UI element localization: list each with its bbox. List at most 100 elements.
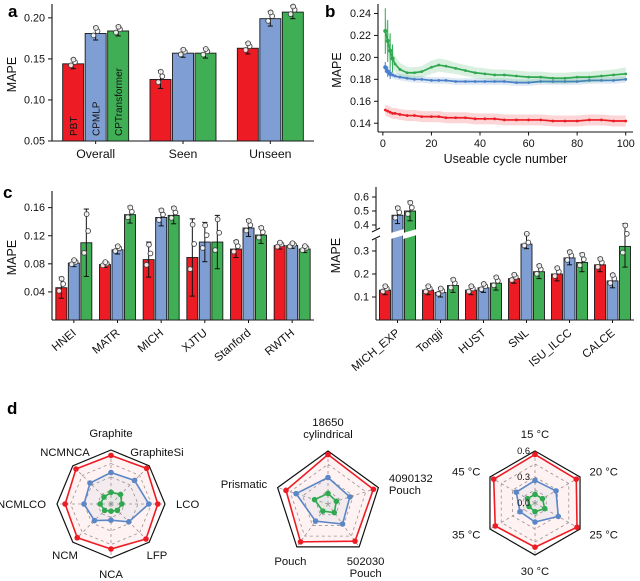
radar-marker xyxy=(155,501,161,507)
x-category-label: HNEI xyxy=(50,327,79,354)
data-point xyxy=(114,243,121,250)
data-point xyxy=(187,266,193,272)
radar-marker xyxy=(347,494,353,500)
series-inbar-label: CPMLP xyxy=(91,101,102,136)
y-tick-label: 0.04 xyxy=(24,287,45,299)
marker xyxy=(551,119,555,123)
y-tick-label: 0.16 xyxy=(24,202,45,214)
radar-marker xyxy=(539,495,546,502)
marker xyxy=(483,80,487,83)
y-tick-label: 0.1 xyxy=(354,292,369,304)
radar-grid xyxy=(289,463,367,537)
marker xyxy=(587,75,591,79)
bar xyxy=(508,278,520,321)
radar-rtick-label: 0.6 xyxy=(517,446,530,456)
data-point xyxy=(146,241,152,248)
marker xyxy=(398,68,402,71)
bar xyxy=(172,52,194,142)
data-point xyxy=(202,46,209,52)
data-point xyxy=(245,40,251,47)
radar-marker xyxy=(513,489,520,495)
radar-axis-label: 35 °C xyxy=(452,530,480,542)
series-inbar-label: CPTransformer xyxy=(114,67,125,136)
data-point xyxy=(564,257,571,263)
marker xyxy=(527,75,530,79)
radar-marker xyxy=(320,508,326,514)
radar-marker xyxy=(555,513,562,520)
data-point xyxy=(450,276,457,283)
marker xyxy=(600,79,603,82)
marker xyxy=(587,79,591,82)
data-point xyxy=(379,288,386,295)
bar xyxy=(404,210,416,321)
radar-grid xyxy=(97,490,125,518)
data-point xyxy=(493,274,500,281)
data-point xyxy=(71,257,77,263)
radar-marker xyxy=(146,501,152,507)
radar-outline xyxy=(276,450,380,548)
radar-marker xyxy=(126,519,132,525)
marker xyxy=(624,72,628,76)
radar-marker xyxy=(526,503,532,510)
radar-marker xyxy=(312,518,319,524)
data-point xyxy=(216,229,222,236)
data-point xyxy=(619,249,626,256)
marker xyxy=(539,80,543,83)
radar-marker xyxy=(119,501,125,507)
radar-axis-label: 15 °C xyxy=(521,429,549,441)
radar-marker xyxy=(131,477,138,484)
y-axis-title: MAPE xyxy=(5,57,19,92)
data-point xyxy=(214,216,221,223)
x-category-label: CALCE xyxy=(580,327,617,361)
radar-marker xyxy=(114,507,121,514)
axis-break-mask xyxy=(374,229,378,239)
radar-marker xyxy=(108,508,114,514)
data-point xyxy=(233,239,240,245)
data-point xyxy=(511,271,518,278)
bar xyxy=(67,262,80,321)
data-point xyxy=(113,29,119,36)
marker xyxy=(398,75,402,79)
y-tick-label: 0.3 xyxy=(354,246,369,258)
x-tick-label: 60 xyxy=(523,138,535,150)
marker xyxy=(454,116,458,120)
x-tick-label: 20 xyxy=(425,138,437,150)
marker xyxy=(563,76,567,80)
marker xyxy=(437,63,441,67)
marker xyxy=(437,79,441,82)
data-point xyxy=(58,275,65,282)
y-tick-label: 0.20 xyxy=(24,12,45,24)
marker xyxy=(405,76,409,80)
data-point xyxy=(576,262,583,269)
data-point xyxy=(607,280,614,286)
data-point xyxy=(255,234,262,241)
radar-marker xyxy=(311,496,318,503)
y-tick-label: 0.5 xyxy=(354,206,369,218)
radar-axis-label: NCM xyxy=(52,550,78,562)
radar-marker xyxy=(108,469,114,476)
panel-label-a: a xyxy=(8,2,18,21)
marker xyxy=(420,70,424,74)
bar xyxy=(563,257,576,321)
data-point xyxy=(533,270,540,277)
x-category-label: Seen xyxy=(169,147,198,161)
radar-axis-label: LFP xyxy=(147,550,168,562)
radar-marker xyxy=(339,521,346,527)
data-point xyxy=(392,214,399,221)
marker xyxy=(388,71,393,76)
marker xyxy=(420,77,424,81)
data-point xyxy=(394,205,401,211)
data-point xyxy=(212,247,218,253)
marker xyxy=(454,80,458,83)
marker xyxy=(575,119,579,123)
radar-marker xyxy=(532,508,538,515)
data-point xyxy=(171,205,177,212)
x-tick-label: 80 xyxy=(571,138,583,150)
data-point xyxy=(115,23,122,30)
radar-marker xyxy=(62,501,68,507)
radar-marker xyxy=(117,491,124,498)
data-point xyxy=(480,281,487,287)
radar-marker xyxy=(524,495,531,502)
data-point xyxy=(521,242,528,249)
radar-axis-label: Prismatic xyxy=(221,479,268,491)
